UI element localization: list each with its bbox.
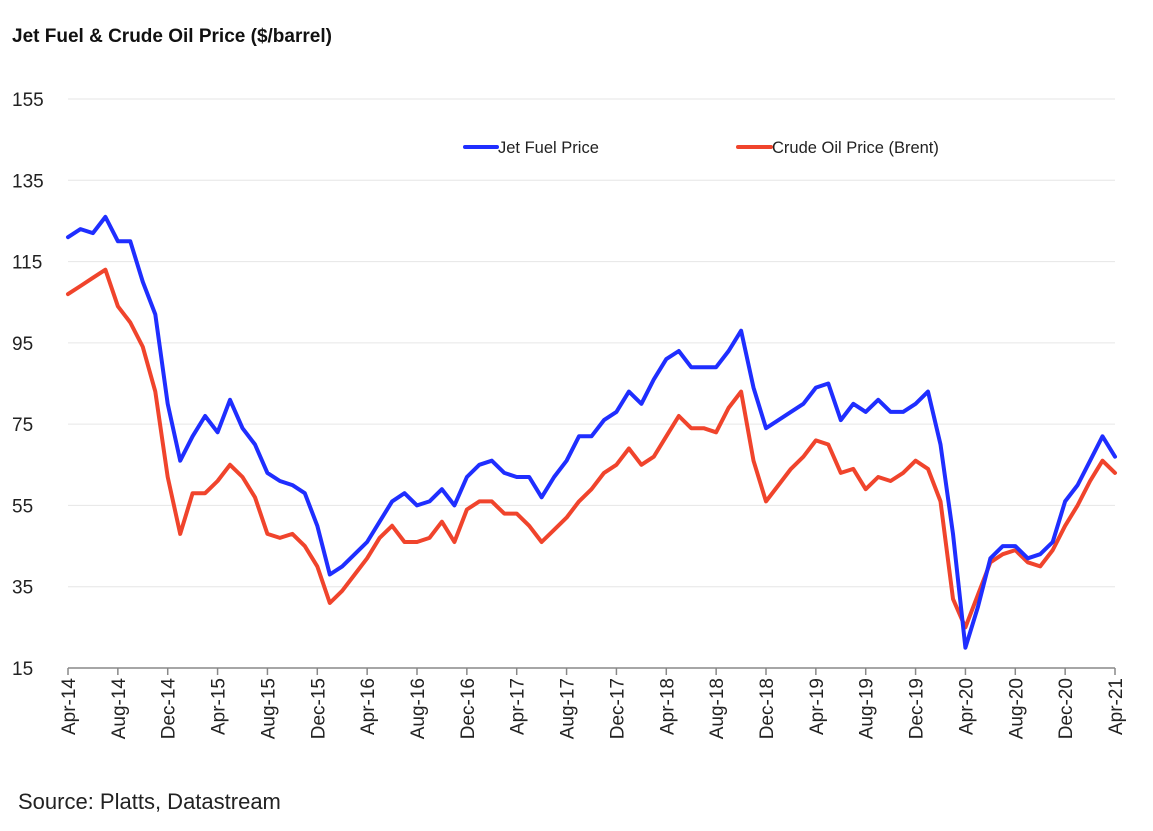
y-tick-label: 75 bbox=[12, 415, 33, 436]
series-points bbox=[67, 269, 1116, 628]
source-note: Source: Platts, Datastream bbox=[18, 789, 281, 814]
x-tick-label: Dec-17 bbox=[607, 678, 628, 739]
x-tick-label: Dec-14 bbox=[159, 678, 180, 740]
series-lines bbox=[66, 214, 1117, 650]
x-tick-label: Apr-21 bbox=[1106, 678, 1127, 735]
x-tick-label: Apr-18 bbox=[657, 678, 678, 735]
x-tick-label: Apr-16 bbox=[358, 678, 379, 735]
y-tick-label: 35 bbox=[12, 578, 33, 599]
y-tick-label: 155 bbox=[12, 90, 44, 111]
x-axis: Apr-14 Aug-14 Dec-14 Apr-15 Aug-15 Dec-15 Apr-… bbox=[59, 667, 1127, 740]
x-tick-label: Aug-14 bbox=[109, 678, 130, 740]
x-tick-label: Aug-18 bbox=[707, 678, 728, 739]
x-tick-label: Aug-16 bbox=[408, 678, 429, 739]
x-tick-label: Apr-19 bbox=[807, 678, 828, 735]
x-tick-label: Aug-19 bbox=[857, 678, 878, 739]
x-tick-label: Apr-14 bbox=[59, 678, 80, 735]
y-tick-label: 135 bbox=[12, 171, 44, 192]
x-tick-label: Aug-15 bbox=[258, 678, 279, 739]
x-tick-label: Aug-17 bbox=[558, 678, 579, 739]
x-tick-label: Apr-20 bbox=[956, 678, 977, 735]
x-tick-label: Apr-17 bbox=[508, 678, 529, 735]
chart-title: Jet Fuel & Crude Oil Price ($/barrel) bbox=[12, 26, 332, 47]
y-tick-label: 95 bbox=[12, 334, 33, 355]
gridlines bbox=[68, 98, 1115, 588]
series-points bbox=[67, 216, 1116, 648]
x-tick-label: Dec-16 bbox=[458, 678, 479, 739]
x-tick-label: Dec-18 bbox=[757, 678, 778, 739]
y-tick-label: 55 bbox=[12, 496, 33, 517]
x-tick-label: Dec-19 bbox=[907, 678, 928, 739]
x-tick-label: Apr-15 bbox=[209, 678, 230, 735]
y-axis: 155 135 115 95 75 55 35 15 bbox=[12, 90, 44, 680]
series-line-jet-fuel bbox=[66, 214, 1117, 650]
x-tick-label: Dec-20 bbox=[1056, 678, 1077, 739]
x-tick-label: Dec-15 bbox=[308, 678, 329, 739]
x-tick-label: Aug-20 bbox=[1006, 678, 1027, 739]
y-tick-label: 15 bbox=[12, 659, 33, 680]
legend-label-jet-fuel: Jet Fuel Price bbox=[498, 139, 599, 157]
legend-label-crude-oil: Crude Oil Price (Brent) bbox=[772, 139, 939, 157]
legend: Jet Fuel Price Crude Oil Price (Brent) bbox=[463, 139, 939, 157]
y-tick-label: 115 bbox=[12, 253, 42, 274]
